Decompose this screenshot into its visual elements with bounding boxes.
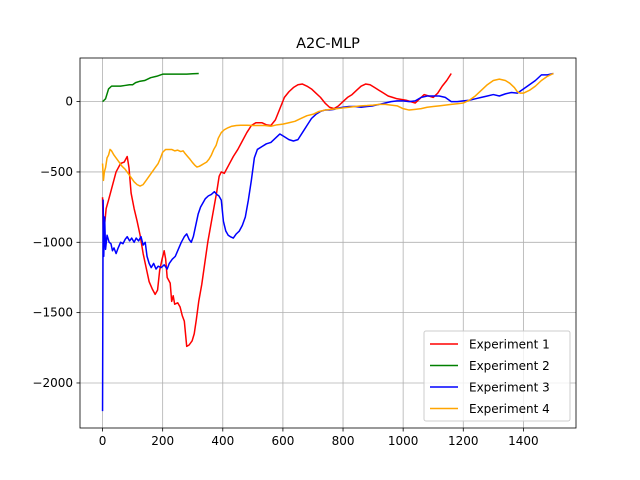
series-line-experiment-2 (102, 72, 199, 103)
y-tick-label: −1000 (32, 235, 73, 249)
plot-area (79, 57, 577, 429)
series-line-experiment-1 (101, 73, 452, 348)
x-axis-ticks: 0 200 400 600 800 1000 1200 1400 (99, 428, 539, 448)
legend: Experiment 1 Experiment 2 Experiment 3 Expe… (423, 330, 571, 422)
y-tick-label: −1500 (32, 306, 73, 320)
x-tick-label: 800 (332, 434, 355, 448)
x-tick-label: 0 (99, 434, 107, 448)
x-tick-label: 600 (271, 434, 294, 448)
y-axis-ticks: −2000 −1500 −1000 −500 0 (32, 95, 80, 390)
x-tick-label: 1000 (388, 434, 419, 448)
x-tick-label: 1200 (448, 434, 479, 448)
chart-title: A2C-MLP (296, 36, 360, 52)
legend-label-experiment-1: Experiment 1 (469, 337, 550, 351)
series-line-experiment-4 (101, 72, 554, 187)
series-layer (101, 72, 554, 412)
legend-box (423, 330, 571, 422)
series-line-experiment-3 (101, 72, 554, 412)
plot-frame (79, 57, 577, 429)
x-tick-label: 400 (211, 434, 234, 448)
grid (80, 58, 576, 428)
x-tick-label: 1400 (508, 434, 539, 448)
legend-label-experiment-4: Experiment 4 (469, 402, 550, 416)
legend-label-experiment-3: Experiment 3 (469, 380, 550, 394)
x-tick-label: 200 (151, 434, 174, 448)
y-tick-label: −2000 (32, 376, 73, 390)
y-tick-label: −500 (40, 165, 73, 179)
legend-label-experiment-2: Experiment 2 (469, 359, 550, 373)
y-tick-label: 0 (65, 95, 73, 109)
